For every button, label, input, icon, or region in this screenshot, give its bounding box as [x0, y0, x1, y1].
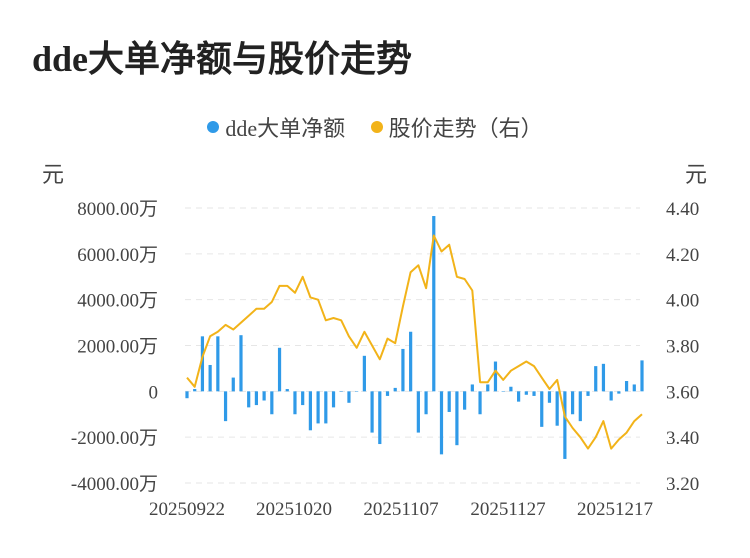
bar	[486, 384, 490, 392]
bar	[378, 391, 382, 445]
bar	[540, 391, 544, 427]
bar	[555, 391, 559, 426]
legend-line-marker	[370, 121, 383, 133]
x-tick-label: 20251127	[470, 499, 545, 520]
x-tick-label: 20250922	[149, 499, 225, 520]
bar	[524, 391, 528, 395]
bar	[316, 391, 320, 424]
right-tick-label: 4.00	[666, 291, 699, 312]
right-tick-label: 3.60	[666, 382, 699, 403]
bar	[547, 391, 552, 403]
bar	[347, 391, 351, 403]
bar	[470, 384, 474, 392]
bar	[401, 348, 405, 392]
left-tick-label: 0	[149, 382, 159, 403]
bar	[185, 391, 189, 399]
bar	[493, 361, 498, 392]
bar	[200, 336, 205, 392]
bar	[439, 391, 444, 455]
right-tick-label: 3.20	[666, 474, 699, 495]
bar	[532, 391, 536, 396]
bar	[324, 391, 328, 424]
bar	[208, 364, 212, 392]
bar	[193, 389, 197, 392]
bar	[223, 391, 228, 422]
bar	[586, 391, 590, 396]
bar	[262, 391, 266, 401]
bar	[509, 386, 513, 392]
bar	[594, 366, 598, 392]
legend-item-bar[interactable]: dde大单净额	[207, 111, 345, 143]
right-tick-label: 4.40	[666, 199, 699, 220]
x-tick-label: 20251107	[363, 499, 438, 520]
bar	[416, 391, 420, 433]
right-tick-label: 3.40	[666, 428, 699, 449]
bar	[301, 391, 305, 406]
bar	[609, 391, 613, 401]
bar	[517, 391, 521, 402]
bar	[570, 391, 575, 415]
bar	[308, 391, 312, 431]
bar	[393, 387, 397, 392]
bar	[339, 391, 343, 392]
bar	[501, 391, 505, 392]
chart-title: dde大单净额与股价走势	[32, 39, 413, 79]
bar	[370, 391, 374, 433]
bar	[640, 360, 644, 392]
bar	[247, 391, 251, 408]
legend[interactable]: dde大单净额 股价走势（右）	[0, 111, 750, 143]
right-tick-label: 3.80	[666, 337, 699, 358]
left-tick-label: 2000.00万	[77, 337, 158, 358]
bar	[355, 391, 359, 392]
left-axis-unit: 元	[42, 162, 65, 187]
legend-item-line[interactable]: 股价走势（右）	[370, 111, 543, 143]
bar	[254, 391, 259, 406]
left-tick-label: 4000.00万	[77, 291, 158, 312]
bar	[455, 391, 459, 446]
bar	[216, 336, 220, 392]
legend-bar-label: dde大单净额	[225, 116, 346, 141]
bar	[239, 335, 243, 392]
bar	[478, 391, 482, 415]
bar	[409, 331, 413, 392]
price-line	[186, 234, 643, 450]
bar	[601, 363, 606, 392]
bar	[447, 391, 451, 412]
left-tick-label: -2000.00万	[71, 428, 158, 449]
bar	[632, 384, 636, 392]
x-tick-label: 20251217	[577, 499, 653, 520]
bar	[463, 391, 467, 410]
bar	[362, 355, 366, 392]
bar	[624, 381, 629, 392]
bar	[231, 377, 235, 392]
legend-bar-marker	[207, 121, 220, 133]
right-tick-label: 4.20	[666, 245, 699, 266]
bar	[277, 347, 282, 392]
bar	[385, 391, 390, 396]
left-tick-label: -4000.00万	[71, 474, 158, 495]
bar	[563, 391, 567, 459]
left-tick-label: 6000.00万	[77, 245, 158, 266]
bar	[285, 389, 289, 392]
x-tick-label: 20251020	[256, 499, 332, 520]
bar	[270, 391, 274, 415]
bar	[432, 216, 436, 392]
bar	[424, 391, 428, 415]
right-axis-unit: 元	[685, 162, 708, 187]
bar	[617, 391, 621, 394]
bar	[331, 391, 336, 408]
left-tick-label: 8000.00万	[77, 199, 158, 220]
bar	[293, 391, 297, 415]
legend-line-label: 股价走势（右）	[388, 116, 543, 141]
bar	[578, 391, 582, 422]
